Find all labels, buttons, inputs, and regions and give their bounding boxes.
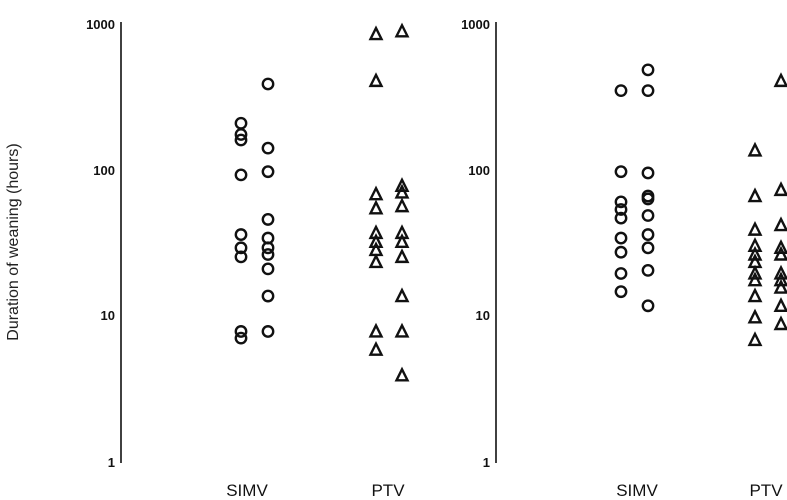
left-y-tick-1000: 1000: [86, 17, 115, 32]
left-y-tick-1: 1: [108, 455, 115, 470]
left-y-tick-100: 100: [93, 163, 115, 178]
data-point-left-simv-col1-6: [234, 241, 248, 255]
right-y-tick-1: 1: [483, 455, 490, 470]
data-point-right-ptv-col2-5: [773, 245, 787, 261]
data-point-right-simv-col1-2: [614, 165, 628, 179]
data-point-left-ptv-col2-9: [394, 322, 410, 338]
data-point-left-simv-col1-3: [234, 133, 248, 147]
data-point-right-simv-col2-8: [641, 241, 655, 255]
data-point-right-simv-col1-8: [614, 267, 628, 280]
data-point-right-simv-col1-9: [614, 285, 628, 299]
data-point-left-ptv-col1-1: [368, 25, 384, 41]
right-y-tick-100: 100: [468, 163, 490, 178]
data-point-left-ptv-col2-10: [394, 366, 410, 382]
data-point-left-ptv-col1-8: [368, 253, 384, 269]
data-point-right-simv-col2-9: [641, 263, 655, 277]
data-point-left-ptv-col2-1: [394, 22, 410, 38]
data-point-left-ptv-col1-9: [368, 322, 384, 338]
data-point-right-ptv-col2-4: [773, 239, 787, 255]
data-point-right-simv-col1-4: [614, 203, 628, 216]
data-point-right-ptv-col1-7: [747, 264, 763, 280]
data-point-left-ptv-col2-7: [394, 248, 410, 264]
data-point-left-simv-col1-1: [234, 116, 248, 130]
data-point-left-simv-col1-8: [234, 325, 248, 338]
data-point-left-simv-col2-1: [261, 77, 275, 91]
data-point-right-ptv-col1-5: [747, 245, 763, 261]
data-point-right-ptv-col1-9: [747, 287, 763, 303]
data-point-left-simv-col1-7: [234, 250, 248, 264]
data-point-left-simv-col2-4: [261, 213, 275, 226]
data-point-left-ptv-col2-2: [394, 177, 410, 192]
data-point-right-simv-col2-7: [641, 228, 655, 241]
data-point-left-ptv-col1-3: [368, 185, 384, 201]
right-y-tick-10: 10: [476, 308, 490, 323]
data-point-right-ptv-col2-7: [773, 271, 787, 287]
data-point-right-simv-col2-6: [641, 209, 655, 222]
data-point-right-simv-col2-1: [641, 63, 655, 77]
data-point-left-simv-col2-3: [261, 165, 275, 179]
data-point-right-ptv-col1-10: [747, 308, 763, 324]
data-point-right-simv-col1-7: [614, 245, 628, 259]
data-point-left-simv-col1-4: [234, 168, 248, 182]
data-point-left-simv-col2-8: [261, 262, 275, 276]
y-axis-label: Duration of weaning (hours): [5, 143, 22, 340]
data-point-left-simv-col2-6: [261, 241, 275, 255]
data-point-right-ptv-col1-1: [747, 141, 763, 157]
data-point-right-simv-col2-3: [641, 166, 655, 180]
data-point-right-simv-col2-10: [641, 299, 655, 313]
data-point-right-ptv-col2-2: [773, 181, 787, 197]
data-point-right-ptv-col2-3: [773, 216, 787, 232]
data-point-left-ptv-col2-8: [394, 287, 410, 303]
right-category-ptv: PTV: [749, 481, 783, 500]
left-y-tick-10: 10: [101, 308, 115, 323]
data-point-right-simv-col1-1: [614, 84, 628, 98]
data-point-right-simv-col2-5: [641, 192, 655, 206]
left-category-simv: SIMV: [226, 481, 268, 500]
data-point-right-ptv-col1-8: [747, 271, 763, 287]
data-point-right-ptv-col1-3: [747, 220, 763, 236]
right-y-tick-1000: 1000: [461, 17, 490, 32]
data-point-left-ptv-col1-2: [368, 72, 384, 88]
data-point-right-simv-col2-2: [641, 84, 655, 98]
data-point-left-ptv-col1-4: [368, 199, 384, 215]
data-point-left-simv-col2-2: [261, 141, 275, 155]
left-data-points: [234, 22, 410, 382]
data-point-right-ptv-col2-6: [773, 264, 787, 280]
data-point-left-simv-col1-9: [234, 331, 248, 345]
data-point-right-simv-col1-3: [614, 195, 628, 209]
data-point-right-ptv-col2-8: [773, 278, 787, 294]
data-point-left-ptv-col1-10: [368, 340, 384, 356]
data-point-left-simv-col1-5: [234, 228, 248, 241]
right-category-simv: SIMV: [616, 481, 658, 500]
data-point-left-ptv-col1-6: [368, 233, 384, 249]
data-point-left-simv-col1-2: [234, 128, 248, 141]
data-point-left-simv-col2-7: [261, 248, 275, 261]
data-point-left-ptv-col2-6: [394, 233, 410, 249]
data-point-left-simv-col2-9: [261, 289, 275, 303]
right-data-points: [614, 63, 787, 347]
left-panel: 1000 100 10 1 SIMV PTV: [86, 17, 410, 500]
data-point-right-ptv-col2-1: [773, 72, 787, 88]
data-point-right-ptv-col1-11: [747, 331, 763, 347]
data-point-right-simv-col1-6: [614, 231, 628, 245]
data-point-right-simv-col1-5: [614, 211, 628, 225]
left-category-ptv: PTV: [371, 481, 405, 500]
data-point-left-ptv-col2-4: [394, 197, 410, 213]
data-point-right-ptv-col1-2: [747, 187, 763, 203]
data-point-right-ptv-col2-10: [773, 315, 787, 331]
right-panel: 1000 100 10 1 SIMV PTV: [461, 17, 787, 500]
data-point-left-simv-col2-10: [261, 325, 275, 338]
data-point-right-ptv-col2-9: [773, 297, 787, 312]
